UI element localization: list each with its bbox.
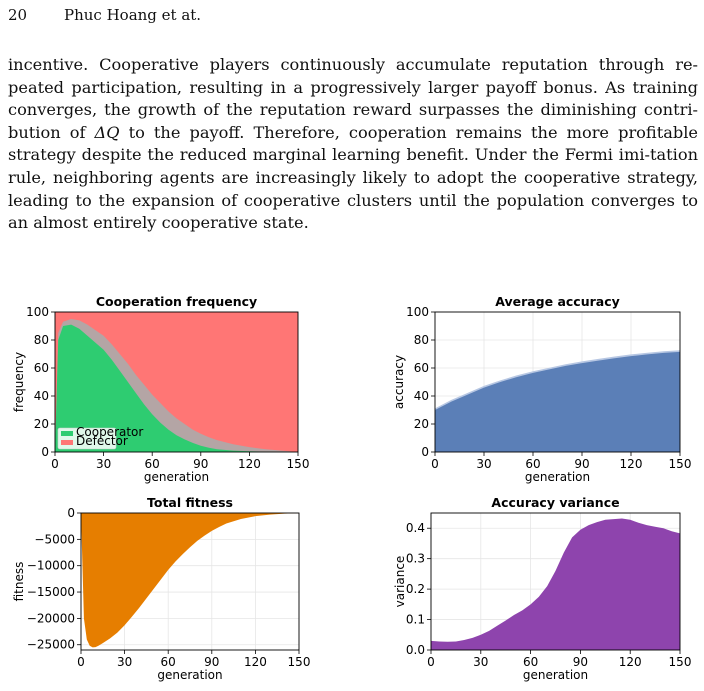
legend-label-defector: Defector [76,434,128,448]
fitness-area [81,513,299,648]
y-tick-label: 40 [34,389,49,403]
legend-label-cooperator: Cooperator [76,425,143,439]
y-tick-label: 40 [414,389,429,403]
x-tick-label: 150 [669,655,692,669]
x-tick-label: 150 [287,457,310,471]
x-tick-label: 30 [96,457,111,471]
x-tick-label: 60 [161,655,176,669]
cooperator-area [55,324,298,452]
chart-title: Average accuracy [495,294,620,309]
axes-frame [54,311,299,453]
x-tick-label: 60 [145,457,160,471]
page-number: 20 [8,6,28,24]
axes-frame [434,311,681,453]
accuracy-area [435,351,680,452]
x-tick-label: 120 [619,655,642,669]
y-tick-label: 80 [414,333,429,347]
chart-title: Cooperation frequency [96,294,257,309]
y-tick-label: −5000 [34,532,75,546]
y-tick-label: 0 [41,445,49,459]
math-delta-q: ΔQ [94,122,120,142]
y-tick-label: −15000 [27,585,75,599]
x-axis-label: generation [523,668,588,682]
x-tick-label: 150 [288,655,311,669]
y-tick-label: 60 [414,361,429,375]
y-tick-label: 0.0 [406,643,425,657]
y-tick-label: 60 [34,361,49,375]
axes-frame [80,512,300,651]
x-axis-label: generation [525,470,590,484]
x-tick-label: 90 [193,457,208,471]
x-tick-label: 30 [476,457,491,471]
x-tick-label: 120 [238,457,261,471]
y-tick-label: −20000 [27,611,75,625]
y-tick-label: 100 [406,305,429,319]
y-tick-label: 0.3 [406,552,425,566]
y-axis-label: fitness [12,562,26,602]
x-tick-label: 90 [573,655,588,669]
y-tick-label: −10000 [27,559,75,573]
x-tick-label: 0 [51,457,59,471]
y-axis-label: variance [393,556,407,608]
y-tick-label: −25000 [27,638,75,652]
chart-title: Total fitness [147,495,233,510]
running-head: Phuc Hoang et at. [64,6,202,24]
legend-swatch-defector [61,440,73,445]
paragraph-text-2: to the payoff. Therefore, cooperation re… [8,122,698,233]
axes-frame [430,512,681,651]
chart-panel-3: 0 30 60 90 120 150 0 −5000 −10000 −15000 −20000 −25… [12,495,310,682]
x-tick-label: 60 [525,457,540,471]
y-tick-label: 0 [67,506,75,520]
y-tick-label: 100 [26,305,49,319]
x-tick-label: 90 [204,655,219,669]
y-tick-label: 0 [421,445,429,459]
x-tick-label: 120 [620,457,643,471]
x-tick-label: 60 [523,655,538,669]
x-axis-label: generation [157,668,222,682]
variance-area [431,518,680,650]
chart-panel-4: 0 30 60 90 120 150 0.0 0.1 0.2 0.3 0.4 Accuracy var… [393,495,691,682]
running-header: 20 Phuc Hoang et at. [8,6,201,24]
x-axis-label: generation [144,470,209,484]
x-tick-label: 30 [473,655,488,669]
x-tick-label: 30 [117,655,132,669]
body-paragraph: incentive. Cooperative players continuou… [8,54,698,235]
x-tick-label: 0 [77,655,85,669]
y-axis-label: accuracy [392,355,406,409]
x-tick-label: 150 [669,457,692,471]
y-tick-label: 20 [414,417,429,431]
y-tick-label: 20 [34,417,49,431]
paragraph-text-1: incentive. Cooperative players continuou… [8,55,698,142]
y-tick-label: 80 [34,333,49,347]
y-tick-label: 0.4 [406,521,425,535]
chart-panel-2: 0 30 60 90 120 150 0 20 40 60 80 100 Average accurac… [392,294,691,484]
x-tick-label: 120 [244,655,267,669]
y-tick-label: 0.1 [406,613,425,627]
x-tick-label: 90 [574,457,589,471]
x-tick-label: 0 [427,655,435,669]
y-axis-label: frequency [12,352,26,412]
x-tick-label: 0 [431,457,439,471]
y-tick-label: 0.2 [406,582,425,596]
legend-swatch-cooperator [61,431,73,436]
chart-title: Accuracy variance [491,495,619,510]
